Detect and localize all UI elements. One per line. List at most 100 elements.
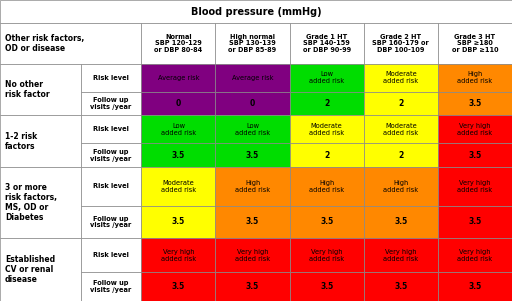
- Bar: [290, 272, 364, 301]
- Bar: [364, 272, 438, 301]
- Text: 3.5: 3.5: [394, 217, 408, 226]
- Text: 0: 0: [250, 99, 255, 108]
- Bar: [290, 115, 364, 143]
- Bar: [438, 143, 512, 167]
- Bar: [364, 238, 438, 272]
- Bar: [81, 64, 141, 92]
- Text: 3.5: 3.5: [468, 282, 482, 291]
- Bar: [216, 272, 290, 301]
- Bar: [81, 206, 141, 238]
- Bar: [216, 238, 290, 272]
- Bar: [0, 23, 141, 64]
- Bar: [438, 92, 512, 115]
- Text: 2: 2: [398, 99, 403, 108]
- Bar: [81, 92, 141, 115]
- Text: 2: 2: [324, 99, 329, 108]
- Text: 3.5: 3.5: [246, 151, 259, 160]
- Bar: [81, 167, 141, 206]
- Bar: [0, 238, 81, 301]
- Bar: [141, 23, 216, 64]
- Text: High
added risk: High added risk: [309, 180, 344, 193]
- Text: Blood pressure (mmHg): Blood pressure (mmHg): [190, 7, 322, 17]
- Bar: [290, 238, 364, 272]
- Text: Risk level: Risk level: [93, 183, 129, 189]
- Bar: [141, 238, 216, 272]
- Bar: [0, 0, 512, 23]
- Text: Follow up
visits /year: Follow up visits /year: [91, 280, 132, 293]
- Bar: [364, 23, 438, 64]
- Bar: [290, 92, 364, 115]
- Bar: [81, 115, 141, 143]
- Text: 3 or more
risk factors,
MS, OD or
Diabetes: 3 or more risk factors, MS, OD or Diabet…: [5, 183, 57, 222]
- Text: Other risk factors,
OD or disease: Other risk factors, OD or disease: [5, 34, 84, 53]
- Text: Low
added risk: Low added risk: [235, 123, 270, 136]
- Text: High
added risk: High added risk: [383, 180, 418, 193]
- Text: Average risk: Average risk: [158, 75, 199, 81]
- Text: Moderate
added risk: Moderate added risk: [161, 180, 196, 193]
- Bar: [438, 115, 512, 143]
- Bar: [438, 206, 512, 238]
- Bar: [216, 167, 290, 206]
- Bar: [364, 92, 438, 115]
- Bar: [0, 64, 81, 115]
- Text: Low
added risk: Low added risk: [161, 123, 196, 136]
- Text: 3.5: 3.5: [172, 151, 185, 160]
- Text: Very high
added risk: Very high added risk: [161, 249, 196, 262]
- Bar: [216, 143, 290, 167]
- Text: High
added risk: High added risk: [235, 180, 270, 193]
- Text: Follow up
visits /year: Follow up visits /year: [91, 216, 132, 228]
- Bar: [216, 64, 290, 92]
- Bar: [364, 206, 438, 238]
- Bar: [141, 206, 216, 238]
- Text: Moderate
added risk: Moderate added risk: [309, 123, 344, 136]
- Bar: [141, 272, 216, 301]
- Text: Normal
SBP 120-129
or DBP 80-84: Normal SBP 120-129 or DBP 80-84: [154, 34, 202, 53]
- Bar: [0, 115, 81, 167]
- Bar: [81, 238, 141, 272]
- Text: 3.5: 3.5: [320, 282, 333, 291]
- Bar: [290, 167, 364, 206]
- Text: Average risk: Average risk: [232, 75, 273, 81]
- Bar: [290, 64, 364, 92]
- Bar: [438, 238, 512, 272]
- Text: Follow up
visits /year: Follow up visits /year: [91, 97, 132, 110]
- Text: Risk level: Risk level: [93, 126, 129, 132]
- Text: 2: 2: [398, 151, 403, 160]
- Text: Low
added risk: Low added risk: [309, 71, 344, 84]
- Text: 2: 2: [324, 151, 329, 160]
- Text: Very high
added risk: Very high added risk: [457, 180, 493, 193]
- Bar: [216, 92, 290, 115]
- Text: Moderate
added risk: Moderate added risk: [383, 71, 418, 84]
- Bar: [438, 23, 512, 64]
- Text: Very high
added risk: Very high added risk: [457, 249, 493, 262]
- Bar: [216, 206, 290, 238]
- Text: Follow up
visits /year: Follow up visits /year: [91, 149, 132, 162]
- Text: 1-2 risk
factors: 1-2 risk factors: [5, 132, 37, 151]
- Bar: [141, 115, 216, 143]
- Bar: [141, 143, 216, 167]
- Bar: [438, 272, 512, 301]
- Bar: [290, 206, 364, 238]
- Bar: [141, 92, 216, 115]
- Text: 3.5: 3.5: [246, 217, 259, 226]
- Bar: [290, 143, 364, 167]
- Text: 3.5: 3.5: [394, 282, 408, 291]
- Bar: [216, 23, 290, 64]
- Bar: [141, 64, 216, 92]
- Bar: [141, 167, 216, 206]
- Text: 3.5: 3.5: [320, 217, 333, 226]
- Bar: [0, 167, 81, 238]
- Text: Risk level: Risk level: [93, 252, 129, 258]
- Bar: [81, 143, 141, 167]
- Text: 3.5: 3.5: [468, 151, 482, 160]
- Bar: [290, 23, 364, 64]
- Text: Grade 2 HT
SBP 160-179 or
DBP 100-109: Grade 2 HT SBP 160-179 or DBP 100-109: [372, 34, 429, 53]
- Text: Grade 3 HT
SBP ≥180
or DBP ≥110: Grade 3 HT SBP ≥180 or DBP ≥110: [452, 34, 498, 53]
- Text: Grade 1 HT
SBP 140-159
or DBP 90-99: Grade 1 HT SBP 140-159 or DBP 90-99: [303, 34, 351, 53]
- Text: Very high
added risk: Very high added risk: [309, 249, 344, 262]
- Text: Moderate
added risk: Moderate added risk: [383, 123, 418, 136]
- Text: Risk level: Risk level: [93, 75, 129, 81]
- Bar: [81, 272, 141, 301]
- Text: High
added risk: High added risk: [457, 71, 493, 84]
- Text: No other
risk factor: No other risk factor: [5, 80, 50, 99]
